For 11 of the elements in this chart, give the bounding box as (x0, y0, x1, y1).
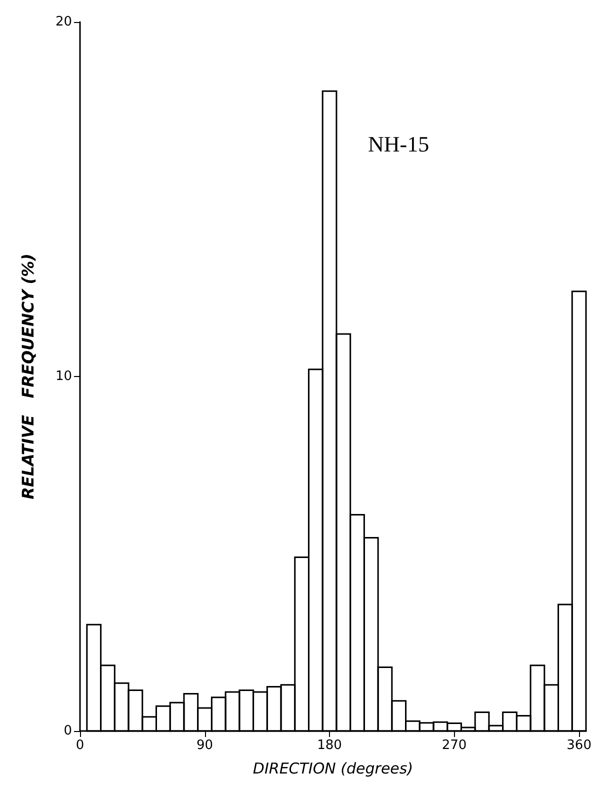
annotation: NH-15 (368, 132, 430, 156)
y-axis-title: RELATIVE FREQUENCY (%) (18, 254, 38, 500)
y-tick-label: 20 (55, 14, 72, 30)
x-tick-label: 270 (442, 738, 467, 753)
x-tick-label: 360 (566, 738, 592, 753)
x-tick-label: 90 (196, 738, 214, 753)
y-tick-label: 0 (64, 724, 72, 738)
y-tick-label: 10 (55, 369, 72, 384)
x-tick-label: 180 (317, 738, 342, 753)
x-axis-title: DIRECTION (degrees) (252, 760, 414, 778)
x-tick-label: 0 (76, 738, 84, 753)
